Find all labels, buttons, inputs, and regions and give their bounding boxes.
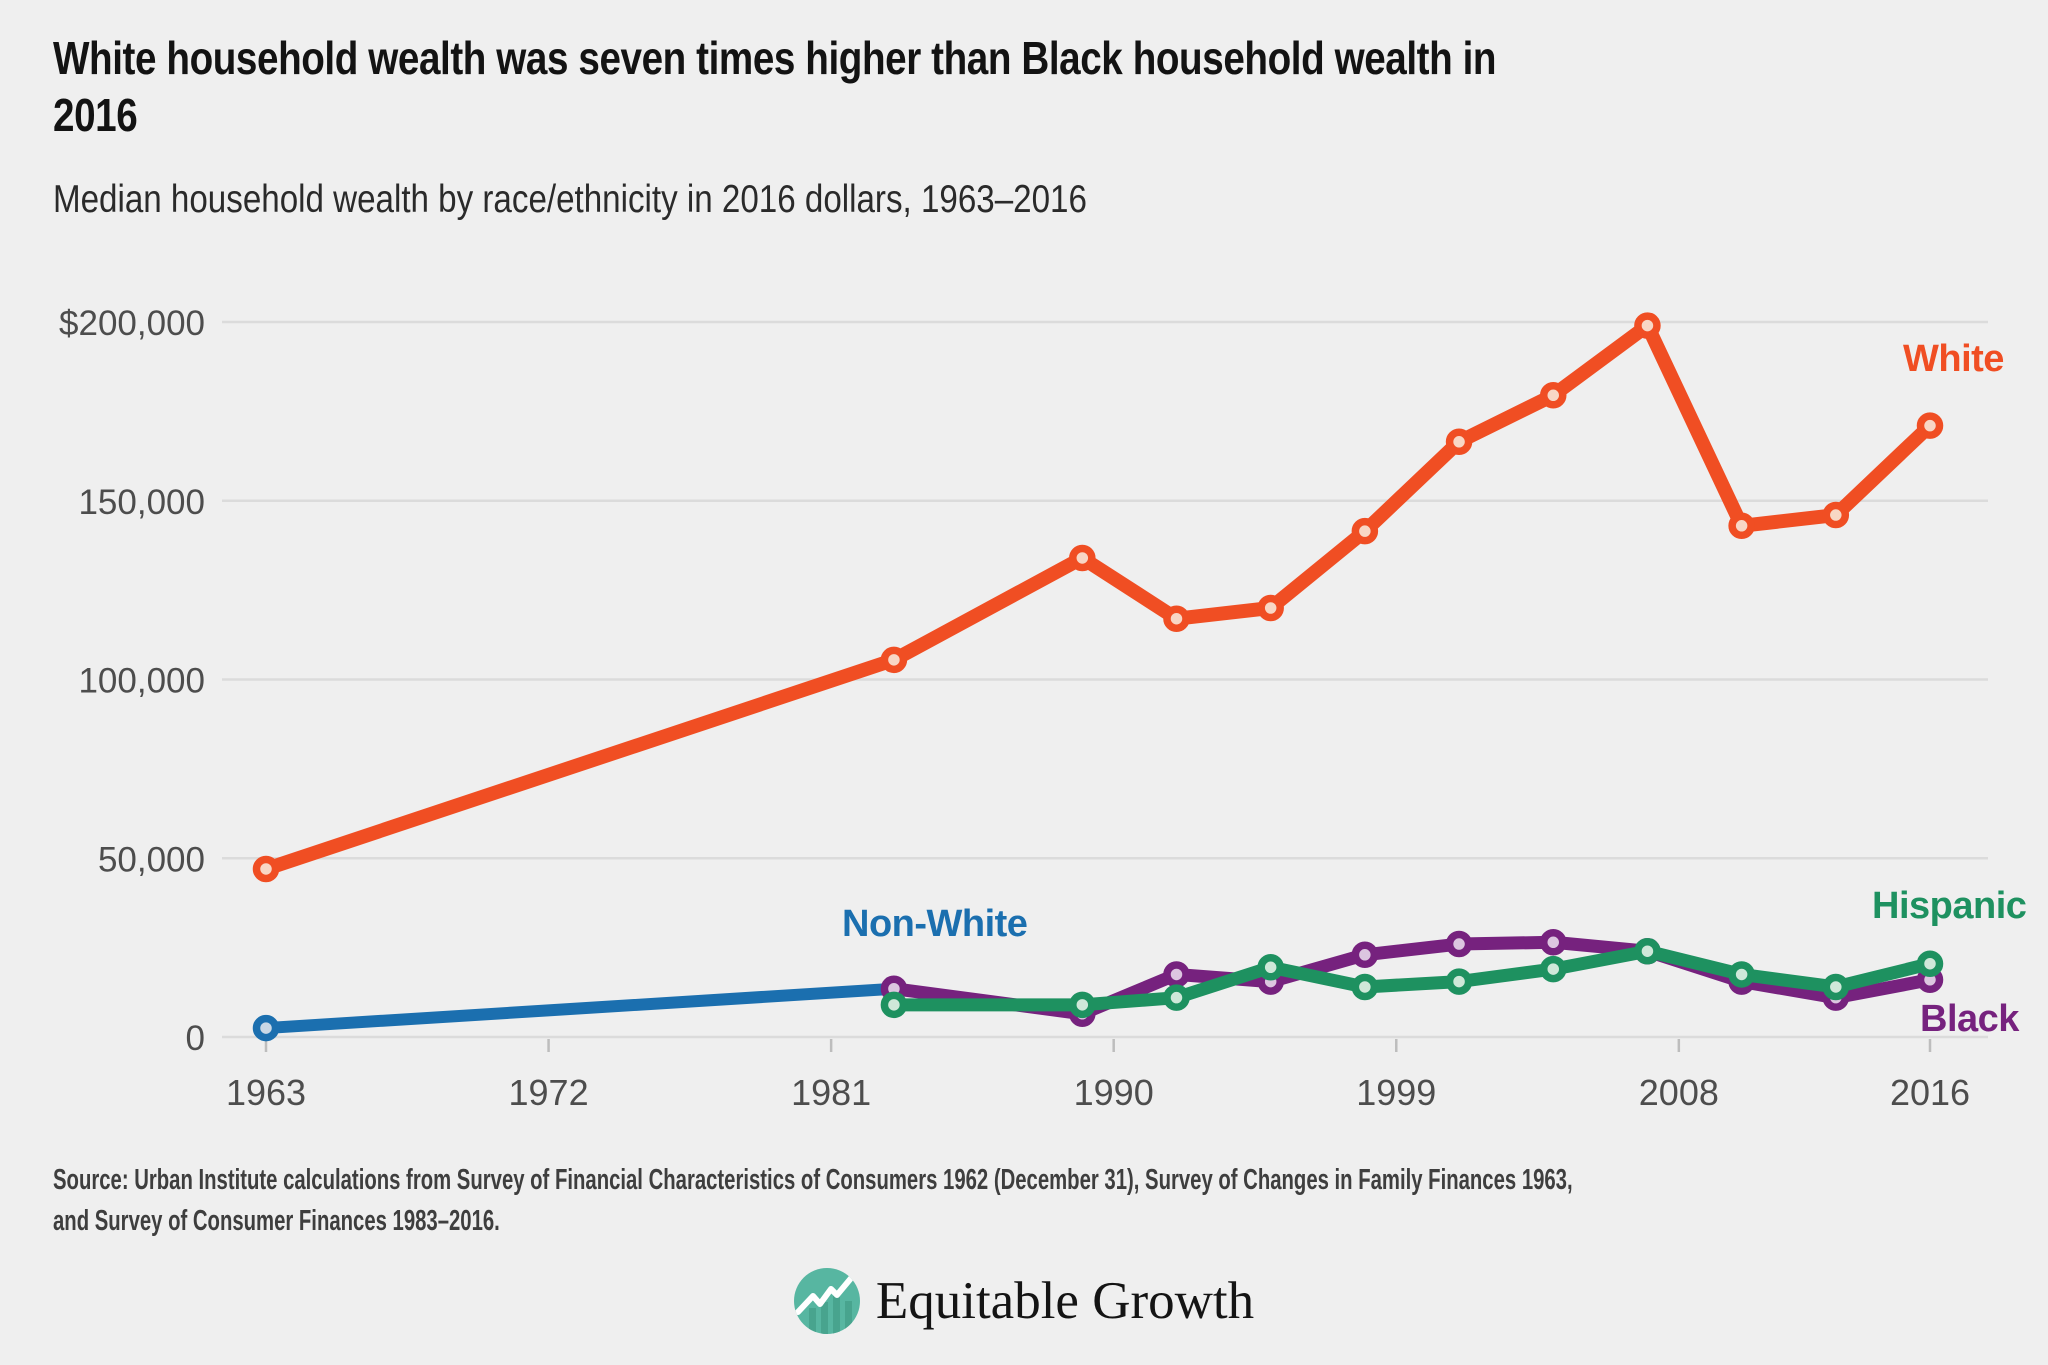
data-point-hispanic-1995: [1257, 954, 1284, 981]
data-point-black-1992: [1163, 961, 1190, 988]
data-point-non-white-1963: [252, 1014, 280, 1042]
y-tick-label: 150,000: [78, 483, 205, 522]
page-subtitle: Median household wealth by race/ethnicit…: [53, 178, 1087, 221]
data-point-hispanic-2007: [1634, 937, 1661, 965]
data-point-white-2010: [1728, 512, 1755, 540]
data-point-hispanic-1992: [1163, 984, 1190, 1011]
logo-trend-line: [794, 1274, 855, 1315]
data-point-white-1992: [1163, 605, 1190, 632]
series-label-black: Black: [1920, 998, 2019, 1040]
data-point-black-1998: [1351, 941, 1379, 969]
series-line-non-white: [260, 982, 900, 1035]
x-tick-label: 1999: [1356, 1072, 1436, 1113]
data-point-hispanic-1989: [1069, 991, 1096, 1019]
series-line-hispanic: [887, 944, 1937, 1012]
series-line-white: [259, 318, 1937, 876]
x-tick-label: 1990: [1074, 1072, 1154, 1113]
equitable-growth-logo: Equitable Growth: [0, 1268, 2048, 1334]
series-label-non-white: Non-White: [842, 903, 1028, 945]
data-point-white-2016: [1916, 412, 1944, 439]
data-point-white-2007: [1634, 312, 1661, 339]
data-point-hispanic-2004: [1539, 955, 1567, 983]
data-point-black-2001: [1445, 930, 1473, 958]
data-point-black-2004: [1539, 929, 1567, 956]
data-point-hispanic-2013: [1822, 973, 1850, 1001]
data-point-hispanic-2010: [1728, 961, 1755, 988]
y-tick-label: 0: [186, 1019, 205, 1058]
y-tick-label: $200,000: [59, 304, 205, 343]
x-tick-label: 2016: [1890, 1072, 1970, 1113]
data-point-white-1963: [252, 855, 280, 883]
data-point-white-2013: [1822, 501, 1850, 529]
y-tick-label: 100,000: [78, 662, 205, 701]
data-point-hispanic-2001: [1445, 968, 1473, 995]
series-label-white: White: [1903, 338, 2004, 380]
logo-text: Equitable Growth: [875, 1272, 1255, 1330]
x-tick-label: 1963: [226, 1072, 306, 1113]
source-note: Source: Urban Institute calculations fro…: [53, 1164, 1573, 1237]
page-title: White household wealth was seven times h…: [53, 32, 1497, 141]
data-point-hispanic-1998: [1351, 973, 1379, 1001]
series-label-hispanic: Hispanic: [1872, 885, 2027, 927]
x-tick-label: 1981: [791, 1072, 871, 1113]
data-point-white-2001: [1445, 428, 1473, 456]
data-point-hispanic-1983: [880, 991, 908, 1019]
y-tick-label: 50,000: [98, 840, 205, 879]
data-point-hispanic-2016: [1916, 950, 1944, 977]
logo-icon: [793, 1268, 860, 1334]
data-point-white-1995: [1257, 594, 1284, 622]
data-point-white-1983: [880, 646, 908, 674]
data-point-white-1998: [1351, 517, 1379, 545]
logo-bars: [808, 1295, 852, 1334]
data-point-white-2004: [1539, 382, 1567, 409]
data-point-white-1989: [1069, 544, 1096, 572]
x-tick-label: 1972: [509, 1072, 589, 1113]
x-tick-label: 2008: [1639, 1072, 1719, 1113]
